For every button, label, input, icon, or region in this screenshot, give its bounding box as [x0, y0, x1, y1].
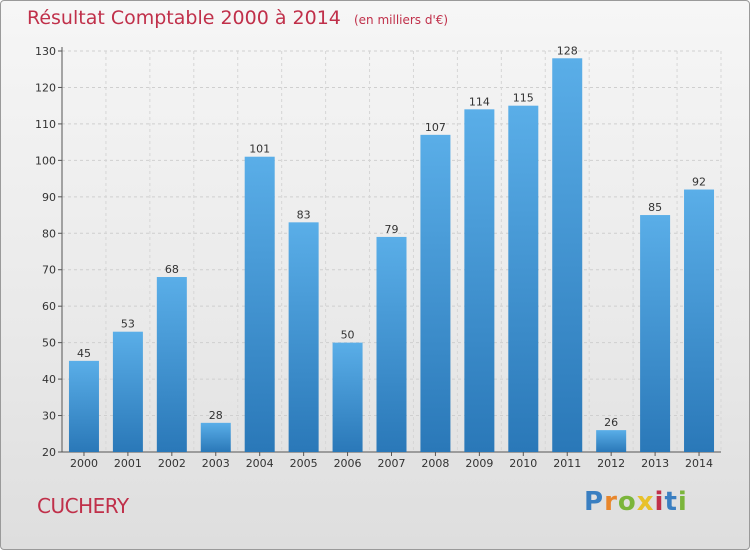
- bar: [112, 331, 143, 452]
- x-tick-label: 2014: [685, 457, 713, 470]
- bar: [464, 109, 495, 452]
- x-tick-label: 2010: [509, 457, 537, 470]
- x-tick-label: 2009: [465, 457, 493, 470]
- data-label: 83: [297, 208, 311, 221]
- bar: [640, 215, 671, 452]
- data-label: 92: [692, 176, 706, 189]
- bar: [376, 236, 407, 452]
- y-tick-label: 90: [42, 191, 56, 204]
- bars: [68, 58, 715, 453]
- bar: [156, 277, 187, 452]
- bar: [332, 342, 363, 452]
- x-tick-label: 2005: [290, 457, 318, 470]
- logo-letter: o: [617, 487, 637, 517]
- x-tick-label: 2013: [641, 457, 669, 470]
- data-label: 128: [557, 44, 578, 57]
- x-tick-label: 2008: [421, 457, 449, 470]
- x-tick-label: 2004: [246, 457, 274, 470]
- bar: [68, 360, 99, 452]
- bar: [508, 105, 539, 452]
- logo-letter: P: [584, 487, 605, 517]
- data-label: 26: [604, 416, 618, 429]
- commune-name: CUCHERY: [37, 494, 129, 518]
- data-label: 79: [385, 223, 399, 236]
- chart-title: Résultat Comptable 2000 à 2014 (en milli…: [27, 7, 448, 29]
- bar: [244, 156, 275, 452]
- x-tick-label: 2011: [553, 457, 581, 470]
- x-tick-label: 2001: [114, 457, 142, 470]
- y-tick-label: 100: [35, 154, 56, 167]
- bar: [596, 430, 627, 452]
- logo-letter: i: [654, 487, 665, 517]
- logo-letter: r: [604, 487, 618, 517]
- y-tick-label: 60: [42, 300, 56, 313]
- y-tick-label: 120: [35, 81, 56, 94]
- bar: [420, 134, 451, 452]
- y-tick-label: 50: [42, 337, 56, 350]
- y-tick-label: 70: [42, 264, 56, 277]
- data-label: 68: [165, 263, 179, 276]
- logo-letter: x: [636, 487, 655, 517]
- data-label: 101: [249, 143, 270, 156]
- x-tick-label: 2002: [158, 457, 186, 470]
- bar: [288, 222, 319, 452]
- x-tick-label: 2006: [334, 457, 362, 470]
- proxiti-logo[interactable]: Proxiti: [584, 487, 688, 517]
- data-label: 28: [209, 409, 223, 422]
- data-label: 85: [648, 201, 662, 214]
- logo-letter: i: [677, 487, 688, 517]
- data-label: 53: [121, 318, 135, 331]
- y-tick-label: 80: [42, 227, 56, 240]
- y-tick-label: 40: [42, 373, 56, 386]
- y-tick-label: 30: [42, 410, 56, 423]
- title-unit: (en milliers d'€): [353, 13, 449, 27]
- axes: 20 30 40 50 60 70 80 90 100 110 120 130: [35, 45, 721, 459]
- x-tick-label: 2000: [70, 457, 98, 470]
- title-text: Résultat Comptable 2000 à 2014: [27, 7, 341, 29]
- y-tick-label: 110: [35, 118, 56, 131]
- bar: [684, 189, 715, 452]
- x-tick-label: 2003: [202, 457, 230, 470]
- bar: [552, 58, 583, 453]
- data-label: 50: [341, 329, 355, 342]
- bar: [200, 422, 231, 452]
- labels: 45 2000 53 2001 68 2002 28 2003 101 2004 83 2005 50 2…: [70, 44, 713, 470]
- y-tick-label: 20: [42, 446, 56, 459]
- x-tick-label: 2007: [378, 457, 406, 470]
- data-label: 115: [513, 92, 534, 105]
- logo-letter: t: [664, 487, 678, 517]
- data-label: 107: [425, 121, 446, 134]
- x-tick-label: 2012: [597, 457, 625, 470]
- data-label: 114: [469, 95, 490, 108]
- y-tick-label: 130: [35, 45, 56, 58]
- data-label: 45: [77, 347, 91, 360]
